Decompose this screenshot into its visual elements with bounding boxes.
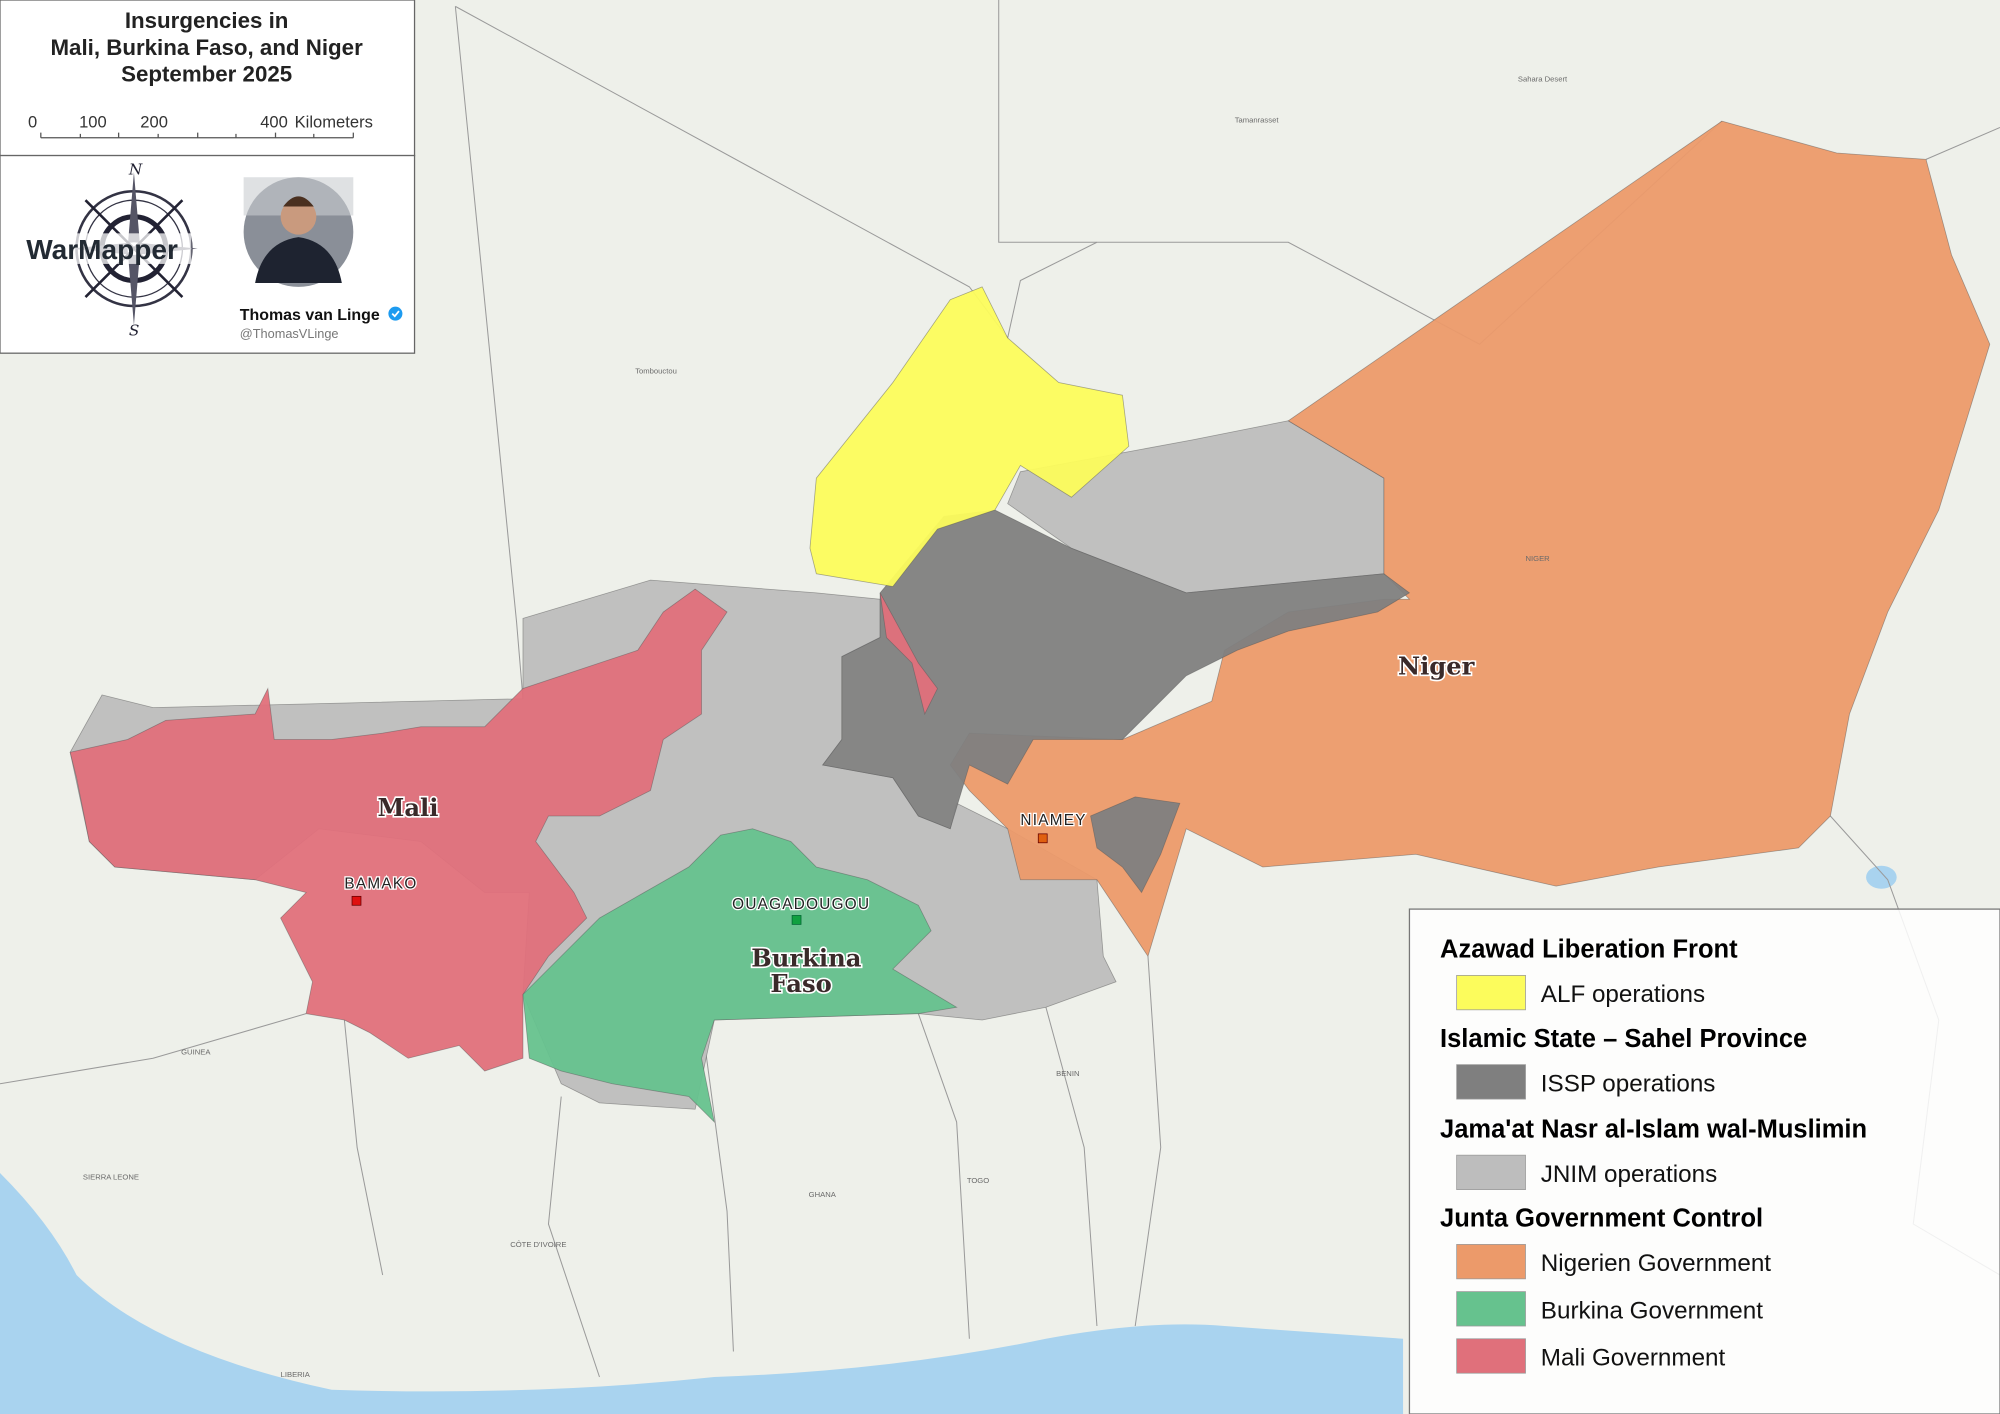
legend-header-issp: Islamic State – Sahel Province [1440,1025,1807,1053]
basemap-labels: Sahara Desert Tombouctou Tamanrasset NIG… [83,75,1568,1379]
svg-text:LIBERIA: LIBERIA [281,1370,311,1379]
capital-label-bamako: BAMAKO [344,876,417,893]
legend-swatch-mali-gov [1456,1338,1526,1374]
legend-swatch-jnim [1456,1154,1526,1190]
mali-government-area[interactable] [69,588,938,1072]
legend-header-jnim: Jama'at Nasr al-Islam wal-Muslimin [1440,1115,1867,1143]
country-label-niger: Niger [1398,651,1476,680]
svg-text:Kilometers: Kilometers [295,113,373,132]
svg-text:400: 400 [260,113,288,132]
lake-chad [1866,865,1897,889]
legend-swatch-burkina-gov [1456,1291,1526,1327]
legend-header-alf: Azawad Liberation Front [1440,936,1738,964]
compass-n-label: N [128,161,143,179]
svg-text:Sahara Desert: Sahara Desert [1518,75,1568,84]
svg-text:0: 0 [28,113,37,132]
warmapper-logo: N S WarMapper [12,161,198,339]
legend-item-alf: ALF operations [1541,981,1705,1008]
svg-text:200: 200 [140,113,168,132]
author-handle: @ThomasVLinge [240,326,339,341]
legend-item-issp: ISSP operations [1541,1070,1716,1097]
svg-text:BENIN: BENIN [1056,1069,1079,1078]
capital-marker-ouagadougou[interactable] [791,915,802,925]
capital-marker-bamako[interactable] [351,895,362,906]
legend: Azawad Liberation Front ALF operations I… [1408,908,2000,1414]
author-name: Thomas van Linge [240,307,380,324]
svg-text:SIERRA LEONE: SIERRA LEONE [83,1172,139,1181]
burkina-government-area[interactable] [522,828,958,1124]
map-title-line2: Mali, Burkina Faso, and Niger [50,35,363,60]
map-title-line1: Insurgencies in [125,8,289,33]
country-label-burkina: Burkina [751,943,861,972]
map-title-line3: September 2025 [121,62,292,87]
capital-marker-niamey[interactable] [1037,833,1048,844]
capital-label-niamey: NIAMEY [1020,812,1086,829]
legend-item-niger-gov: Nigerien Government [1541,1250,1771,1277]
issp-operations-area[interactable] [822,509,1411,894]
region-label-niger: NIGER [1526,554,1551,563]
ocean-gulf-of-guinea [0,1173,1404,1414]
title-panel: Insurgencies in Mali, Burkina Faso, and … [0,0,416,157]
legend-swatch-niger-gov [1456,1244,1526,1280]
avatar[interactable] [243,177,354,287]
legend-header-junta: Junta Government Control [1440,1205,1763,1233]
legend-item-burkina-gov: Burkina Government [1541,1297,1763,1324]
legend-swatch-alf [1456,975,1526,1011]
scale-bar: 0 100 200 400 Kilometers [28,113,373,139]
svg-text:GHANA: GHANA [809,1190,837,1199]
svg-text:GUINEA: GUINEA [181,1047,211,1056]
svg-text:Tombouctou: Tombouctou [635,367,677,376]
author-panel: N S WarMapper Thomas van Linge @ThomasVL… [0,154,416,354]
country-borders [0,0,2000,1378]
country-label-faso: Faso [770,969,831,998]
svg-text:100: 100 [79,113,107,132]
compass-s-label: S [129,321,139,339]
legend-item-mali-gov: Mali Government [1541,1345,1726,1372]
svg-text:TOGO: TOGO [967,1176,989,1185]
capital-label-ouagadougou: OUAGADOUGOU [732,896,870,913]
svg-text:CÔTE D'IVOIRE: CÔTE D'IVOIRE [510,1240,566,1249]
legend-item-jnim: JNIM operations [1541,1161,1717,1188]
verified-badge-icon [388,306,403,321]
svg-text:Tamanrasset: Tamanrasset [1235,115,1280,124]
logo-text: WarMapper [26,234,178,265]
legend-swatch-issp [1456,1064,1526,1100]
country-label-mali: Mali [378,793,439,822]
alf-operations-area[interactable] [809,286,1130,587]
